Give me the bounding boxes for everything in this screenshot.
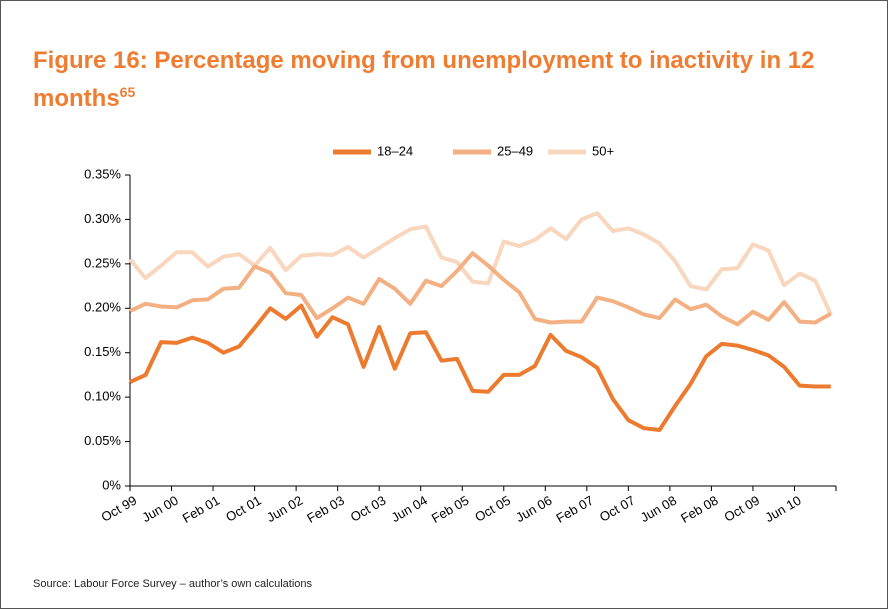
chart-title-block: Figure 16: Percentage moving from unempl…: [33, 42, 873, 118]
x-tick-label: Jun 00: [139, 493, 180, 526]
x-tick-label: Oct 05: [472, 493, 513, 525]
y-tick-label: 0%: [102, 477, 121, 492]
x-tick-label: Jun 02: [264, 493, 305, 526]
y-tick-label: 0.30%: [84, 211, 121, 226]
source-note: Source: Labour Force Survey – author’s o…: [33, 578, 313, 590]
x-tick-label: Feb 01: [180, 493, 223, 526]
x-tick-label: Jun 10: [762, 493, 803, 526]
y-tick-label: 0.35%: [84, 166, 121, 181]
x-tick-label: Oct 01: [223, 493, 264, 525]
x-tick-label: Oct 03: [348, 493, 389, 525]
y-tick-label: 0.25%: [84, 255, 121, 270]
x-tick-label: Oct 99: [99, 493, 140, 525]
series-line: [129, 251, 832, 327]
legend-label: 25–49: [497, 143, 533, 158]
x-tick-label: Feb 07: [553, 493, 596, 526]
legend-label: 18–24: [377, 143, 413, 158]
x-tick-label: Jun 06: [513, 493, 554, 526]
x-tick-label: Feb 03: [304, 493, 347, 526]
legend-label: 50+: [592, 143, 614, 158]
x-tick-label: Oct 09: [721, 493, 762, 525]
x-tick-label: Feb 05: [429, 493, 472, 526]
x-tick-label: Jun 04: [389, 493, 430, 526]
y-tick-label: 0.05%: [84, 433, 121, 448]
series-line: [128, 211, 833, 316]
x-tick-label: Oct 07: [597, 493, 638, 525]
y-tick-label: 0.10%: [84, 389, 121, 404]
series-line: [129, 303, 831, 432]
chart-title: Figure 16: Percentage moving from unempl…: [33, 47, 815, 112]
y-tick-label: 0.15%: [84, 344, 121, 359]
title-note: 65: [119, 84, 136, 100]
x-tick-label: Feb 08: [678, 493, 721, 526]
x-tick-label: Jun 08: [638, 493, 679, 526]
y-tick-label: 0.20%: [84, 300, 121, 315]
